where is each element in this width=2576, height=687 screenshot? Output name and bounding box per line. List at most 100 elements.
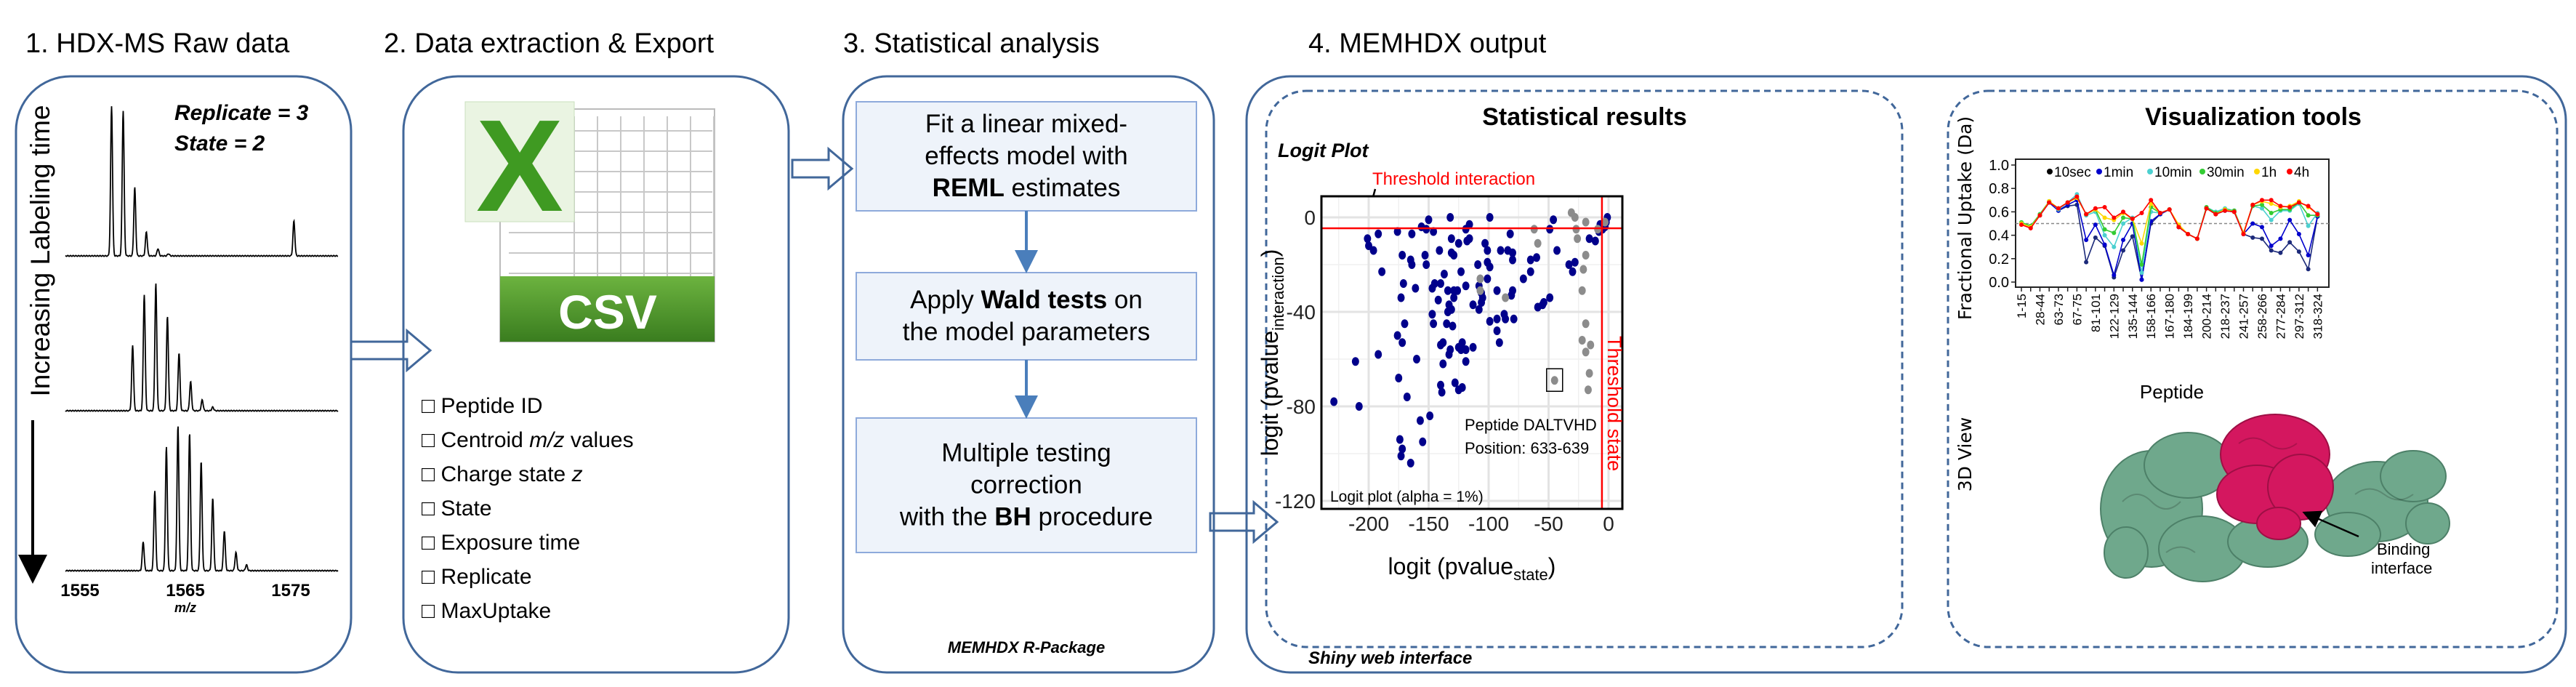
- legend-marker-1h: [2254, 169, 2260, 174]
- significant-point: [1397, 451, 1405, 461]
- significant-point: [1553, 246, 1561, 255]
- series-point-10min: [2259, 206, 2264, 211]
- significant-point: [1413, 355, 1420, 363]
- y-tick-label: 1.0: [1989, 158, 2009, 174]
- non-significant-point: [1582, 319, 1590, 329]
- mz-tick-1555: 1555: [60, 581, 99, 600]
- significant-point: [1374, 350, 1382, 359]
- labeling-time-label: Increasing Labeling time: [25, 105, 55, 396]
- significant-point: [1330, 397, 1338, 406]
- step-keyword: REML: [933, 174, 1005, 202]
- series-point-4h: [2269, 198, 2274, 203]
- significant-point: [1439, 359, 1447, 369]
- significant-point: [1444, 308, 1452, 316]
- step-keyword: Wald tests: [981, 286, 1107, 314]
- non-significant-point: [1502, 293, 1510, 302]
- mass-spectra: [65, 106, 339, 572]
- series-point-1min: [2278, 236, 2283, 241]
- csv-label: CSV: [558, 285, 657, 339]
- panel4-title: 4. MEMHDX output: [1308, 28, 1547, 59]
- series-point-1min: [2269, 244, 2274, 249]
- x-tick-label: 158-166: [2144, 294, 2158, 339]
- threshold-interaction-label: Threshold interaction: [1372, 169, 1535, 189]
- legend-label-10sec: 10sec: [2054, 165, 2091, 180]
- panel-data-extraction: 2. Data extraction & Export CSV X □ Pept…: [384, 28, 790, 674]
- significant-point: [1437, 279, 1444, 288]
- series-point-10sec: [2093, 235, 2098, 240]
- series-point-10sec: [2130, 234, 2135, 239]
- significant-point: [1355, 402, 1363, 411]
- significant-point: [1438, 387, 1446, 397]
- series-point-1min: [2287, 217, 2293, 222]
- mz-axis-label: m/z: [174, 600, 196, 615]
- significant-point: [1449, 321, 1457, 331]
- series-point-10min: [2121, 221, 2126, 226]
- series-point-1min: [2112, 273, 2117, 278]
- significant-point: [1495, 338, 1503, 347]
- excel-x-logo: X: [476, 93, 563, 239]
- significant-point: [1398, 444, 1406, 454]
- panel2-title: 2. Data extraction & Export: [384, 28, 715, 59]
- checkbox-icon: □: [422, 565, 440, 589]
- series-point-10min: [2112, 244, 2117, 249]
- significant-point: [1463, 236, 1471, 246]
- step-text-line: Apply Wald tests on: [910, 286, 1143, 314]
- x-tick-label: -150: [1408, 513, 1449, 535]
- non-significant-point: [1534, 238, 1542, 248]
- significant-point: [1425, 215, 1433, 225]
- panel-statistical-analysis: 3. Statistical analysis Fit a linear mix…: [842, 28, 1215, 674]
- non-significant-point: [1587, 340, 1595, 350]
- x-tick-label: 67-75: [2070, 294, 2084, 325]
- significant-point: [1457, 267, 1465, 276]
- logit-x-axis-title: logit (pvaluestate): [1388, 553, 1556, 584]
- significant-point: [1465, 220, 1473, 229]
- logit-plot-title: Logit Plot: [1278, 140, 1369, 161]
- step-text: Multiple testing: [941, 439, 1111, 467]
- significant-point: [1509, 255, 1516, 265]
- significant-point: [1506, 229, 1514, 238]
- protein-3d-structure[interactable]: [2100, 414, 2450, 582]
- series-point-1h: [2102, 215, 2107, 220]
- significant-point: [1397, 293, 1405, 302]
- significant-point: [1430, 279, 1438, 288]
- significant-point: [1439, 338, 1447, 347]
- series-point-4h: [2112, 215, 2117, 220]
- significant-point: [1458, 383, 1466, 392]
- series-point-10sec: [2084, 260, 2089, 265]
- x-tick-label: 28-44: [2033, 294, 2047, 325]
- checkbox-icon: □: [422, 599, 440, 623]
- x-tick-label: 218-237: [2218, 294, 2232, 339]
- legend-label-30min: 30min: [2207, 165, 2245, 180]
- series-point-10sec: [2278, 250, 2283, 255]
- x-tick-label: 277-284: [2274, 294, 2287, 339]
- highlight-box: [1546, 368, 1563, 392]
- significant-point: [1430, 227, 1438, 236]
- statistical-results-title: Statistical results: [1482, 103, 1687, 131]
- significant-point: [1399, 279, 1407, 288]
- replicate-label: Replicate = 3: [174, 101, 309, 125]
- y-tick-label: -80: [1287, 395, 1316, 418]
- non-significant-point: [1579, 265, 1587, 274]
- series-point-4h: [2047, 200, 2052, 205]
- field-item: □ Peptide ID: [422, 394, 543, 418]
- x-tick-label: 167-180: [2163, 294, 2177, 339]
- threshold-state-label: Threshold state: [1603, 336, 1625, 471]
- significant-point: [1450, 251, 1458, 260]
- series-point-1min: [2121, 238, 2126, 243]
- significant-point: [1445, 350, 1453, 359]
- significant-point: [1398, 251, 1406, 260]
- x-tick-label: 200-214: [2200, 294, 2214, 339]
- non-significant-point: [1574, 234, 1582, 244]
- logit-plot-frame: [1320, 195, 1624, 510]
- y-tick-label: -40: [1287, 301, 1316, 324]
- x-tick-label: 241-257: [2237, 294, 2251, 339]
- shiny-caption: Shiny web interface: [1308, 648, 1472, 668]
- x-tick-label: -50: [1534, 513, 1563, 535]
- series-point-4h: [2306, 204, 2311, 209]
- logit-y-axis-title: logit (pvalueinteraction): [1257, 249, 1287, 457]
- series-point-4h: [2065, 200, 2070, 205]
- series-point-30min: [2112, 230, 2117, 236]
- step-text: estimates: [1005, 174, 1121, 202]
- significant-point: [1565, 260, 1573, 269]
